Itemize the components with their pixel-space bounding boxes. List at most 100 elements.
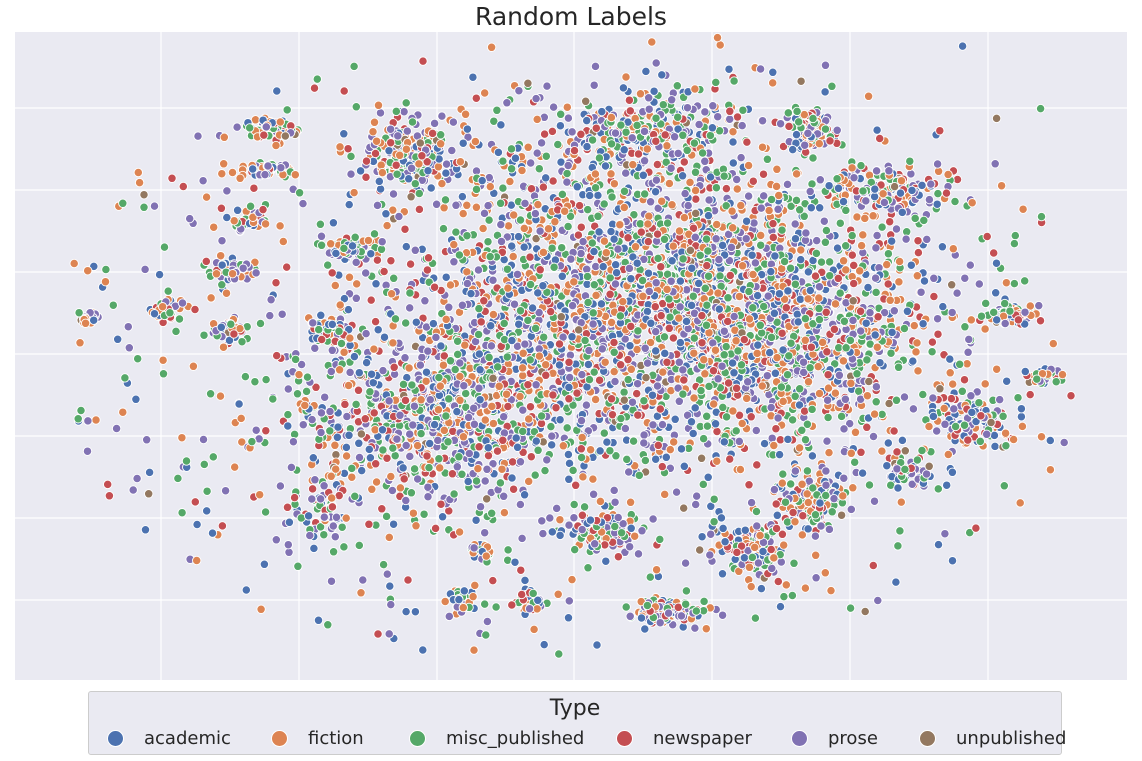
point-academic xyxy=(475,395,485,405)
point-academic xyxy=(572,182,582,192)
point-misc_published xyxy=(565,211,576,221)
point-academic xyxy=(640,624,650,634)
point-misc_published xyxy=(786,201,796,211)
point-misc_published xyxy=(502,352,512,362)
point-misc_published xyxy=(474,303,484,314)
point-prose xyxy=(610,376,620,387)
point-prose xyxy=(803,128,813,138)
point-misc_published xyxy=(733,346,743,356)
point-newspaper xyxy=(525,252,535,262)
point-fiction xyxy=(813,361,823,372)
point-misc_published xyxy=(689,333,699,343)
point-prose xyxy=(288,437,299,447)
point-misc_published xyxy=(792,106,802,117)
point-prose xyxy=(916,287,926,297)
point-prose xyxy=(845,418,855,429)
point-misc_published xyxy=(790,391,800,401)
point-prose xyxy=(736,152,746,163)
point-misc_published xyxy=(484,352,494,363)
point-prose xyxy=(871,243,881,253)
point-fiction xyxy=(376,160,386,170)
point-academic xyxy=(705,172,716,182)
point-misc_published xyxy=(499,318,509,329)
point-prose xyxy=(449,257,459,267)
point-prose xyxy=(405,303,415,313)
point-prose xyxy=(361,268,371,278)
point-fiction xyxy=(368,127,378,137)
point-fiction xyxy=(486,42,497,52)
point-prose xyxy=(486,341,497,351)
point-prose xyxy=(790,219,800,229)
point-unpublished xyxy=(415,138,425,148)
point-misc_published xyxy=(590,183,601,193)
point-prose xyxy=(520,198,530,209)
point-prose xyxy=(534,307,544,318)
point-newspaper xyxy=(656,310,666,321)
point-fiction xyxy=(600,357,610,367)
data-points xyxy=(69,32,1076,659)
point-newspaper xyxy=(655,404,665,414)
point-academic xyxy=(643,268,654,278)
point-misc_published xyxy=(398,379,409,390)
point-misc_published xyxy=(621,602,631,612)
point-newspaper xyxy=(488,575,498,586)
point-academic xyxy=(650,187,661,197)
point-prose xyxy=(729,311,739,322)
point-fiction xyxy=(855,266,865,276)
point-academic xyxy=(747,250,757,260)
point-newspaper xyxy=(576,444,586,454)
point-fiction xyxy=(517,165,527,176)
point-misc_published xyxy=(530,470,540,480)
point-misc_published xyxy=(910,213,920,224)
point-prose xyxy=(420,296,430,306)
point-fiction xyxy=(737,418,747,429)
point-misc_published xyxy=(835,218,845,228)
point-prose xyxy=(584,345,594,356)
point-prose xyxy=(1034,300,1044,311)
point-misc_published xyxy=(950,196,960,207)
point-fiction xyxy=(860,213,870,224)
point-misc_published xyxy=(576,452,587,463)
point-misc_published xyxy=(434,454,444,464)
point-prose xyxy=(666,276,676,286)
point-misc_published xyxy=(721,412,732,422)
point-prose xyxy=(423,346,433,356)
point-academic xyxy=(676,444,687,454)
point-fiction xyxy=(996,181,1007,191)
point-fiction xyxy=(538,247,549,258)
point-prose xyxy=(694,119,704,130)
point-fiction xyxy=(635,89,646,99)
point-academic xyxy=(527,303,538,313)
point-fiction xyxy=(735,464,746,475)
point-fiction xyxy=(344,272,355,282)
point-academic xyxy=(902,306,913,316)
point-misc_published xyxy=(981,298,991,309)
point-academic xyxy=(471,515,481,525)
point-fiction xyxy=(689,393,699,403)
point-academic xyxy=(541,173,551,183)
point-academic xyxy=(425,438,435,449)
point-fiction xyxy=(590,394,601,405)
point-academic xyxy=(796,254,806,265)
point-prose xyxy=(676,611,687,621)
point-misc_published xyxy=(759,301,769,312)
point-misc_published xyxy=(622,454,632,465)
point-newspaper xyxy=(606,394,617,404)
point-academic xyxy=(807,451,818,461)
point-misc_published xyxy=(547,243,557,253)
point-prose xyxy=(899,392,910,402)
point-academic xyxy=(991,288,1001,298)
point-academic xyxy=(647,390,658,400)
point-fiction xyxy=(445,280,456,290)
point-newspaper xyxy=(913,247,924,258)
point-prose xyxy=(865,307,875,318)
point-prose xyxy=(409,401,420,411)
point-newspaper xyxy=(382,453,392,463)
point-prose xyxy=(483,200,493,211)
point-prose xyxy=(441,159,452,169)
point-misc_published xyxy=(452,336,463,346)
point-prose xyxy=(801,228,811,238)
point-fiction xyxy=(712,456,722,466)
point-unpublished xyxy=(488,373,498,383)
point-prose xyxy=(982,429,992,439)
